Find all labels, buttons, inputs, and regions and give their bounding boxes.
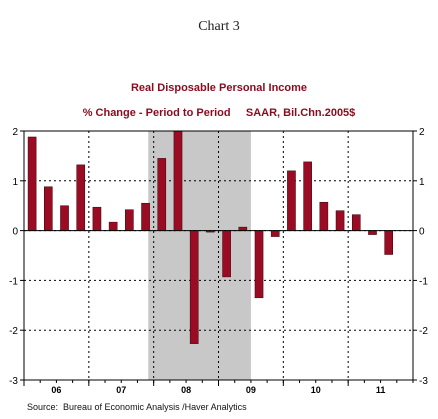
bar xyxy=(60,205,69,231)
bar xyxy=(238,226,248,231)
ytick-label-left: -1 xyxy=(9,276,18,287)
ytick-label-right: 2 xyxy=(419,127,425,138)
ytick-label-left: 0 xyxy=(12,227,18,238)
bar xyxy=(222,230,231,278)
bar xyxy=(27,136,37,231)
ytick-label-left: -3 xyxy=(9,376,18,387)
bar xyxy=(351,214,361,231)
xtick-label: 09 xyxy=(246,385,256,395)
bar xyxy=(384,230,393,255)
chart-title: Real Disposable Personal Income xyxy=(130,82,308,94)
bar xyxy=(157,158,167,231)
ytick-label-right: 0 xyxy=(419,227,425,238)
bar xyxy=(319,201,329,231)
chart-subtitle: % Change - Period to Period SAAR, Bil.Ch… xyxy=(82,107,356,119)
xtick-label: 08 xyxy=(181,385,191,395)
bar xyxy=(335,210,345,231)
plot-frame xyxy=(23,130,414,381)
bar xyxy=(141,202,150,231)
bar xyxy=(44,186,53,231)
ytick-label-right: 1 xyxy=(419,177,425,188)
bar xyxy=(270,230,280,237)
bar xyxy=(92,206,102,231)
bar xyxy=(173,130,183,231)
bar xyxy=(254,230,264,299)
page-title: Chart 3 xyxy=(198,19,240,34)
ytick-label-left: 1 xyxy=(12,177,18,188)
xtick-label: 07 xyxy=(116,385,126,395)
bar xyxy=(287,170,296,231)
ytick-label-left: -2 xyxy=(9,326,18,337)
ytick-label-right: -1 xyxy=(419,276,428,287)
bar xyxy=(368,230,377,235)
bar xyxy=(125,209,134,231)
xtick-label: 10 xyxy=(311,385,321,395)
ytick-label-left: 2 xyxy=(12,127,18,138)
ytick-label-right: -2 xyxy=(419,326,428,337)
bar xyxy=(189,230,199,344)
bar xyxy=(108,221,118,231)
ytick-label-right: -3 xyxy=(419,376,428,387)
xtick-label: 11 xyxy=(376,385,386,395)
xtick-label: 06 xyxy=(51,385,61,395)
bar xyxy=(76,164,86,231)
bar xyxy=(303,161,312,231)
source-note: Source: Bureau of Economic Analysis /Hav… xyxy=(27,402,247,412)
